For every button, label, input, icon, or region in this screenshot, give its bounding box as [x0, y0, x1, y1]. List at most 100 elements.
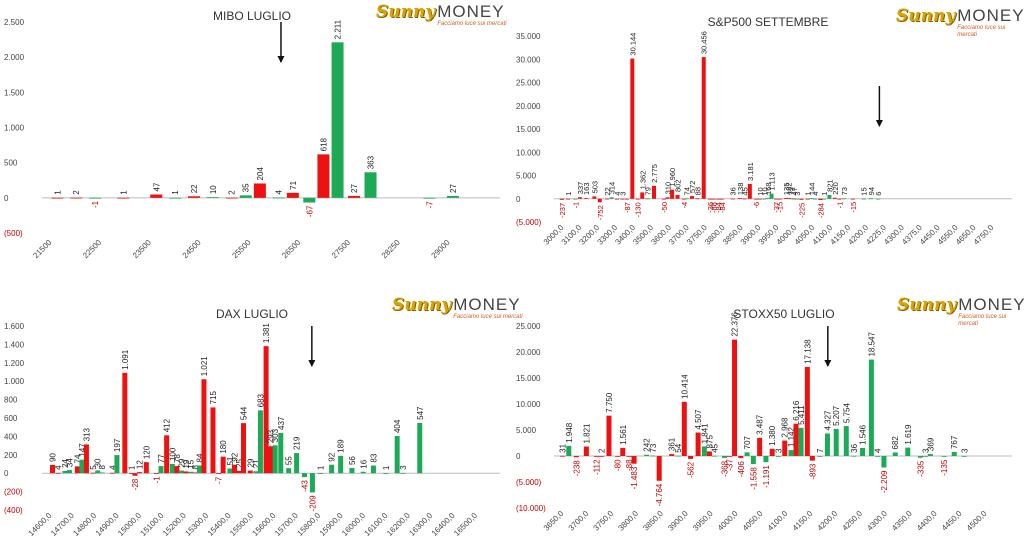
bar	[615, 456, 621, 457]
bar	[754, 198, 759, 200]
value-label: 30.144	[628, 33, 637, 56]
bar	[220, 456, 226, 474]
chart-stoxx50: STOXX50 LUGLIO (10.000) (5.000) 0 5.000 10.00…	[512, 278, 1024, 555]
bar	[286, 468, 292, 474]
bar	[70, 197, 83, 199]
value-label: 1.380	[768, 425, 777, 446]
x-tick-label: 27500	[330, 238, 352, 260]
x-tick-label: 4350,0	[890, 509, 914, 533]
x-tick-label: 15600,0	[251, 511, 278, 538]
value-label: -87	[623, 202, 632, 213]
bar	[711, 455, 717, 457]
y-tick-label: 1.000	[4, 124, 25, 133]
x-tick-label: 3700,0	[567, 509, 591, 533]
y-tick-label: 35.000	[516, 32, 541, 41]
value-label: 2.968	[781, 417, 790, 438]
value-label: -28	[131, 478, 140, 490]
arrow-head	[824, 360, 832, 367]
bar	[851, 455, 857, 457]
y-tick-label: 1.400	[4, 340, 25, 349]
value-label: 45	[710, 443, 719, 452]
value-label: 27	[449, 183, 458, 192]
value-label: 31	[559, 443, 568, 452]
value-label: 1	[53, 190, 62, 195]
x-tick-label: 14800,0	[71, 511, 98, 538]
bar	[132, 473, 138, 476]
logo-tagline: Facciamo luce sui mercati	[437, 21, 507, 27]
chart-dax-svg: DAX LUGLIO (400) (200) 0 200 400 600 800 1.000 1.…	[4, 307, 500, 538]
bar	[927, 454, 933, 456]
value-label: -36	[706, 202, 715, 213]
logo-tagline: Facciamo luce sui mercati	[958, 314, 1007, 327]
x-tick-label: 3950,0	[691, 509, 715, 533]
bar	[236, 470, 242, 474]
value-label: 138	[736, 183, 745, 196]
bar	[109, 472, 115, 474]
value-label: 1.948	[565, 422, 574, 443]
value-label: 1.619	[904, 424, 913, 445]
x-tick-label: 4200,0	[816, 509, 840, 533]
value-label: 303	[271, 428, 280, 442]
value-label: 74	[73, 454, 82, 463]
bar	[706, 451, 712, 456]
value-label: 2	[72, 190, 81, 195]
y-tick-label: 800	[4, 396, 18, 405]
bar	[183, 471, 189, 474]
x-tick-label: 3850,0	[641, 509, 665, 533]
value-label: 1.546	[859, 424, 868, 445]
bar	[196, 465, 202, 474]
bar	[620, 447, 626, 456]
value-label: -88	[710, 202, 719, 213]
bar	[784, 198, 788, 199]
bar	[566, 445, 572, 456]
x-tick-label: 23500	[131, 238, 153, 260]
logo-sunny: Sunny	[392, 295, 452, 315]
value-label: 3	[774, 448, 783, 453]
x-tick-label: 16000,0	[340, 511, 367, 538]
value-label: -335	[916, 460, 925, 477]
value-label: 7.750	[605, 392, 614, 413]
bar	[793, 423, 799, 456]
y-tick-label: 1.600	[4, 322, 25, 331]
value-label: 73	[649, 443, 658, 452]
x-tick-label: 3800,0	[616, 509, 640, 533]
bar	[605, 198, 610, 200]
logo: Sunny MONEY Facciamo luce sui mercati	[896, 7, 1024, 39]
bar	[750, 456, 756, 465]
bar	[272, 197, 285, 199]
value-label: 35	[242, 183, 251, 192]
bar	[769, 193, 774, 199]
value-label: 4	[811, 192, 820, 196]
value-label: 310	[664, 182, 673, 195]
value-label: 3	[921, 448, 930, 453]
value-label: 12	[136, 460, 145, 469]
value-label: 682	[891, 436, 900, 450]
bar	[701, 57, 706, 199]
value-label: 83	[369, 453, 378, 462]
value-label: -2.209	[880, 470, 889, 493]
value-label: 547	[416, 406, 425, 420]
bar	[400, 472, 406, 474]
bar	[559, 198, 564, 200]
x-tick-label: 3900,0	[666, 509, 690, 533]
bar	[833, 428, 839, 456]
value-label: -112	[592, 459, 601, 475]
bar	[55, 472, 61, 474]
value-label: 715	[209, 391, 218, 405]
value-label: 4.507	[694, 409, 703, 430]
bar	[225, 197, 238, 199]
value-label: 197	[113, 438, 122, 452]
value-label: 1.561	[619, 424, 628, 445]
bar	[875, 455, 881, 457]
bar	[263, 346, 269, 474]
bar	[331, 42, 344, 198]
y-tick-label: (10.000)	[516, 504, 546, 513]
bar	[892, 452, 898, 456]
value-label: 5.207	[832, 405, 841, 426]
bar	[730, 198, 735, 200]
value-label: -84	[718, 202, 727, 213]
value-label: 4	[275, 190, 284, 195]
value-label: 10	[760, 187, 769, 195]
bar	[624, 198, 629, 200]
value-label: -135	[940, 459, 949, 476]
